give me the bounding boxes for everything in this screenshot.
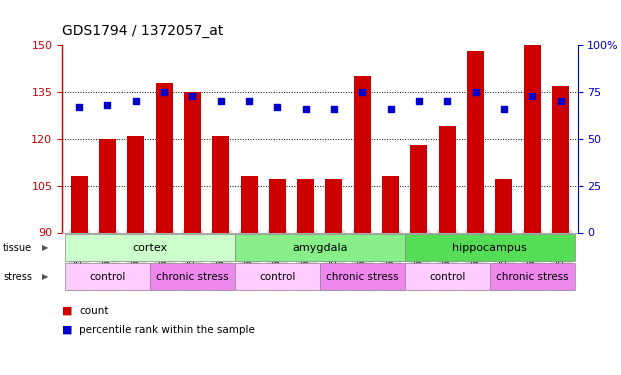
- Bar: [235, 234, 405, 261]
- Bar: [269, 179, 286, 232]
- Bar: [155, 82, 173, 232]
- Text: cortex: cortex: [132, 243, 168, 253]
- Bar: [467, 51, 484, 232]
- Point: [244, 98, 254, 104]
- Bar: [439, 126, 456, 232]
- Text: GDS1794 / 1372057_at: GDS1794 / 1372057_at: [62, 24, 224, 38]
- Text: amygdala: amygdala: [292, 243, 348, 253]
- Bar: [150, 263, 235, 290]
- Text: ▶: ▶: [42, 272, 48, 281]
- Bar: [212, 136, 229, 232]
- Text: stress: stress: [3, 272, 32, 282]
- Text: hippocampus: hippocampus: [452, 243, 527, 253]
- Point: [499, 106, 509, 112]
- Point: [273, 104, 283, 110]
- Bar: [552, 86, 569, 232]
- Point: [102, 102, 112, 108]
- Text: chronic stress: chronic stress: [326, 272, 399, 282]
- Point: [442, 98, 452, 104]
- Point: [329, 106, 339, 112]
- Bar: [320, 263, 405, 290]
- Point: [301, 106, 310, 112]
- Point: [556, 98, 566, 104]
- Bar: [524, 45, 541, 232]
- Point: [414, 98, 424, 104]
- Bar: [496, 179, 512, 232]
- Point: [357, 89, 367, 95]
- Point: [471, 89, 481, 95]
- Text: ■: ■: [62, 325, 73, 334]
- Text: ▶: ▶: [42, 243, 48, 252]
- Bar: [184, 92, 201, 232]
- Text: chronic stress: chronic stress: [156, 272, 229, 282]
- Text: control: control: [89, 272, 125, 282]
- Bar: [127, 136, 144, 232]
- Point: [188, 93, 197, 99]
- Text: count: count: [79, 306, 109, 316]
- Point: [527, 93, 537, 99]
- Text: tissue: tissue: [3, 243, 32, 253]
- Point: [74, 104, 84, 110]
- Text: chronic stress: chronic stress: [496, 272, 569, 282]
- Point: [215, 98, 225, 104]
- Bar: [354, 76, 371, 232]
- Bar: [490, 263, 574, 290]
- Text: control: control: [429, 272, 466, 282]
- Bar: [71, 176, 88, 232]
- Point: [386, 106, 396, 112]
- Bar: [235, 263, 320, 290]
- Point: [159, 89, 169, 95]
- Text: ■: ■: [62, 306, 73, 316]
- Bar: [99, 139, 116, 232]
- Bar: [405, 234, 574, 261]
- Text: control: control: [259, 272, 296, 282]
- Bar: [410, 145, 427, 232]
- Bar: [65, 263, 150, 290]
- Bar: [382, 176, 399, 232]
- Text: percentile rank within the sample: percentile rank within the sample: [79, 325, 255, 334]
- Bar: [297, 179, 314, 232]
- Bar: [65, 234, 235, 261]
- Bar: [325, 179, 342, 232]
- Bar: [240, 176, 258, 232]
- Bar: [405, 263, 490, 290]
- Point: [131, 98, 141, 104]
